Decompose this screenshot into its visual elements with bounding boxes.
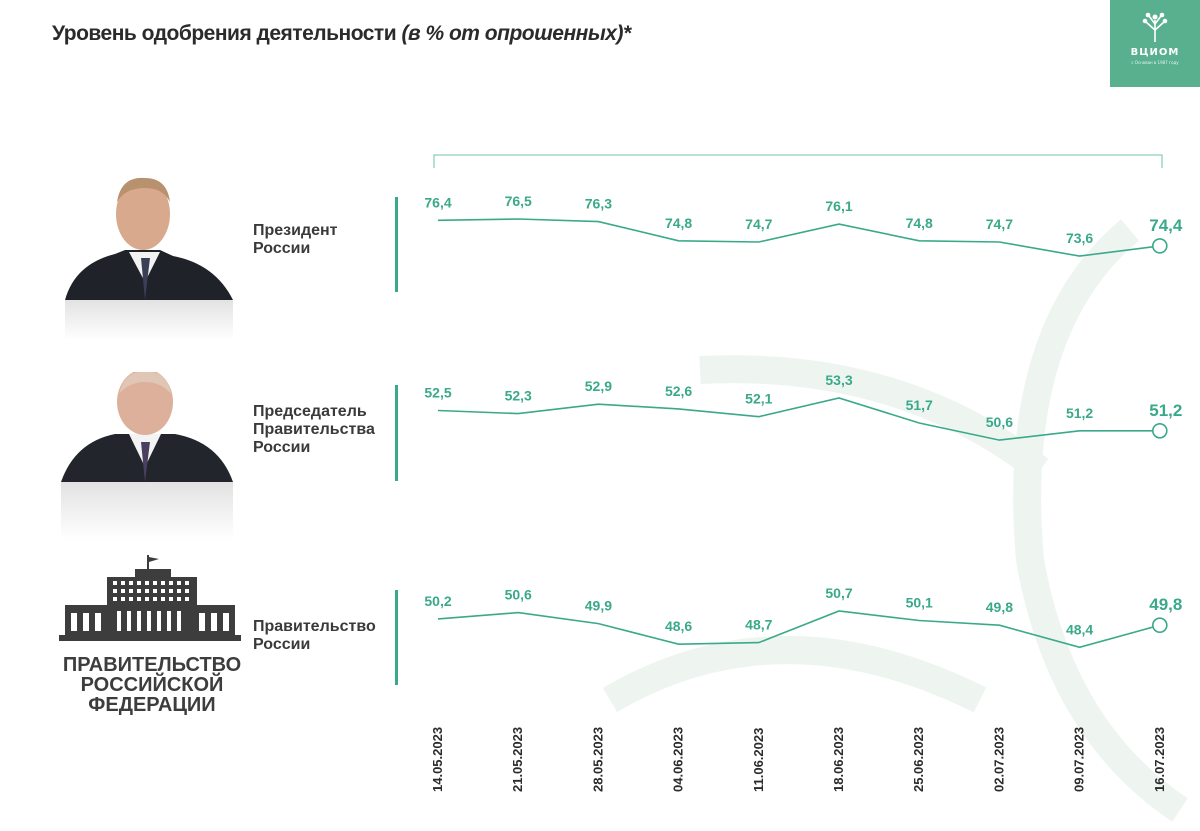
data-label: 50,6 xyxy=(505,587,532,603)
data-label: 74,7 xyxy=(986,216,1013,232)
data-label: 73,6 xyxy=(1066,230,1093,246)
data-label: 51,7 xyxy=(906,397,933,413)
data-label: 50,6 xyxy=(986,414,1013,430)
divider-prime-minister xyxy=(395,385,398,481)
series-label-line: Правительства xyxy=(253,421,375,438)
series-label-line: Председатель xyxy=(253,403,367,420)
data-label: 50,2 xyxy=(424,593,451,609)
series-label-line: Президент xyxy=(253,222,338,239)
data-label: 51,2 xyxy=(1066,405,1093,421)
series-label-line: России xyxy=(253,240,311,257)
data-label: 48,7 xyxy=(745,617,772,633)
data-label: 50,7 xyxy=(825,585,852,601)
data-label: 49,8 xyxy=(1149,595,1182,614)
data-label: 52,5 xyxy=(424,385,451,401)
emblem-line-3: ФЕДЕРАЦИИ xyxy=(88,694,216,716)
government-building-icon xyxy=(59,555,241,641)
series-label-line: России xyxy=(253,439,311,456)
title-main: Уровень одобрения деятельности xyxy=(52,22,402,45)
data-label: 52,1 xyxy=(745,391,772,407)
data-label: 74,8 xyxy=(906,215,933,231)
series-label-prime-minister: Председатель Правительства России xyxy=(253,403,375,457)
divider-president xyxy=(395,197,398,292)
chart-title: Уровень одобрения деятельности (в % от о… xyxy=(52,22,631,46)
data-label: 74,4 xyxy=(1149,216,1183,235)
data-label: 48,4 xyxy=(1066,621,1093,637)
x-tick-label: 21.05.2023 xyxy=(510,727,525,792)
data-label: 52,6 xyxy=(665,383,692,399)
x-tick-label: 16.07.2023 xyxy=(1152,727,1167,792)
period-bracket xyxy=(433,154,1163,168)
series-line-prime-minister xyxy=(437,397,1160,441)
series-line-president xyxy=(437,218,1160,257)
data-label: 49,9 xyxy=(585,598,612,614)
plot-area: 76,4 76,5 76,3 74,8 74,7 76,1 74,8 74,7 73,6 74,4… xyxy=(424,193,1183,792)
data-label: 50,1 xyxy=(906,595,933,611)
president-portrait xyxy=(65,177,233,340)
data-label: 52,9 xyxy=(585,378,612,394)
tree-icon xyxy=(1142,12,1168,42)
series-label-president: Президент России xyxy=(253,222,338,258)
data-label: 76,3 xyxy=(585,196,612,212)
data-label: 53,3 xyxy=(825,372,852,388)
x-tick-label: 28.05.2023 xyxy=(590,727,605,792)
title-subtitle: (в % от опрошенных)* xyxy=(401,22,631,45)
data-label: 76,1 xyxy=(825,198,852,214)
series-label-government: Правительство России xyxy=(253,618,376,654)
emblem-line-1: ПРАВИТЕЛЬСТВО xyxy=(62,654,242,676)
series-line-government xyxy=(437,610,1161,649)
x-tick-label: 14.05.2023 xyxy=(430,727,445,792)
logo-text: ВЦИОМ xyxy=(1130,47,1180,58)
data-label: 48,6 xyxy=(665,618,692,634)
last-point-marker xyxy=(1152,617,1168,634)
logo-tagline: с Основан в 1987 году xyxy=(1131,60,1179,65)
data-label: 51,2 xyxy=(1149,401,1182,420)
x-tick-label: 02.07.2023 xyxy=(991,727,1006,792)
series-label-line: России xyxy=(253,636,311,653)
series-label-line: Правительство xyxy=(253,618,376,635)
data-label: 74,8 xyxy=(665,215,692,231)
prime-minister-portrait xyxy=(61,372,233,540)
x-tick-label: 25.06.2023 xyxy=(911,727,926,792)
watermark-leaf xyxy=(602,219,1188,822)
x-tick-label: 04.06.2023 xyxy=(671,727,686,792)
last-point-marker xyxy=(1152,422,1168,439)
data-label: 76,5 xyxy=(505,193,532,209)
data-label: 49,8 xyxy=(986,599,1013,615)
divider-government xyxy=(395,590,398,685)
government-emblem: ПРАВИТЕЛЬСТВО РОССИЙСКОЙ ФЕДЕРАЦИИ xyxy=(57,555,247,725)
emblem-text: ПРАВИТЕЛЬСТВО РОССИЙСКОЙ ФЕДЕРАЦИИ xyxy=(57,655,247,715)
emblem-line-2: РОССИЙСКОЙ xyxy=(80,674,224,696)
vciom-logo: ВЦИОМ с Основан в 1987 году xyxy=(1110,0,1200,87)
x-tick-label: 09.07.2023 xyxy=(1072,727,1087,792)
x-tick-label: 11.06.2023 xyxy=(751,728,766,792)
x-tick-label: 18.06.2023 xyxy=(831,727,846,792)
data-label: 76,4 xyxy=(424,194,451,210)
data-label: 74,7 xyxy=(745,216,772,232)
last-point-marker xyxy=(1152,238,1168,254)
data-label: 52,3 xyxy=(505,388,532,404)
